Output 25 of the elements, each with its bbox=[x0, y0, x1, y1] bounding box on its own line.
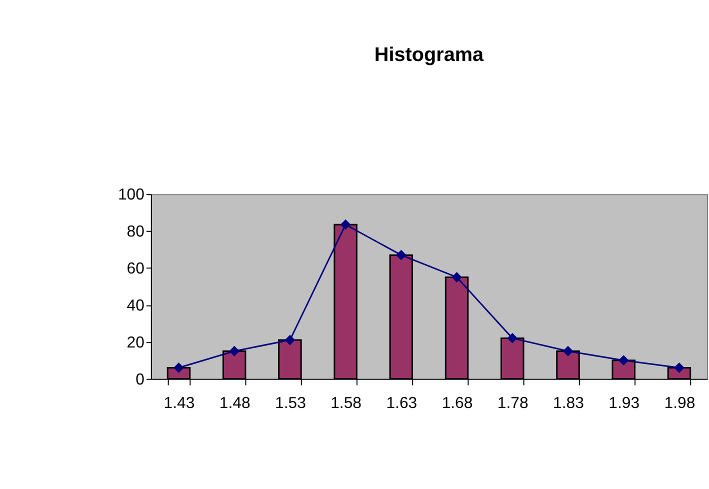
point bbox=[618, 355, 629, 366]
x-tick-label: 1.78 bbox=[497, 395, 528, 412]
y-tick-label: 40 bbox=[126, 297, 145, 314]
point bbox=[452, 272, 462, 282]
chart-title: Histograma bbox=[374, 44, 485, 66]
y-tick-label: 0 bbox=[136, 371, 145, 388]
point bbox=[229, 346, 240, 356]
y-tick-label: 100 bbox=[118, 186, 145, 204]
y-tick-label: 80 bbox=[126, 224, 145, 241]
x-tick-label: 1.63 bbox=[386, 395, 418, 412]
x-tick-label: 1.58 bbox=[330, 395, 362, 412]
point bbox=[507, 332, 518, 344]
point bbox=[284, 334, 296, 346]
y-tick-label: 60 bbox=[126, 260, 145, 278]
x-tick-label: 1.98 bbox=[664, 395, 696, 412]
y-tick-label: 20 bbox=[126, 334, 145, 352]
point bbox=[396, 250, 406, 260]
x-tick-label: 1.43 bbox=[164, 395, 195, 412]
x-tick-label: 1.93 bbox=[608, 395, 640, 412]
point bbox=[340, 219, 351, 230]
x-tick-label: 1.68 bbox=[442, 395, 473, 412]
point bbox=[562, 346, 574, 356]
x-tick-label: 1.83 bbox=[553, 395, 584, 412]
x-tick-label: 1.48 bbox=[219, 395, 250, 412]
x-tick-label: 1.53 bbox=[275, 395, 306, 412]
